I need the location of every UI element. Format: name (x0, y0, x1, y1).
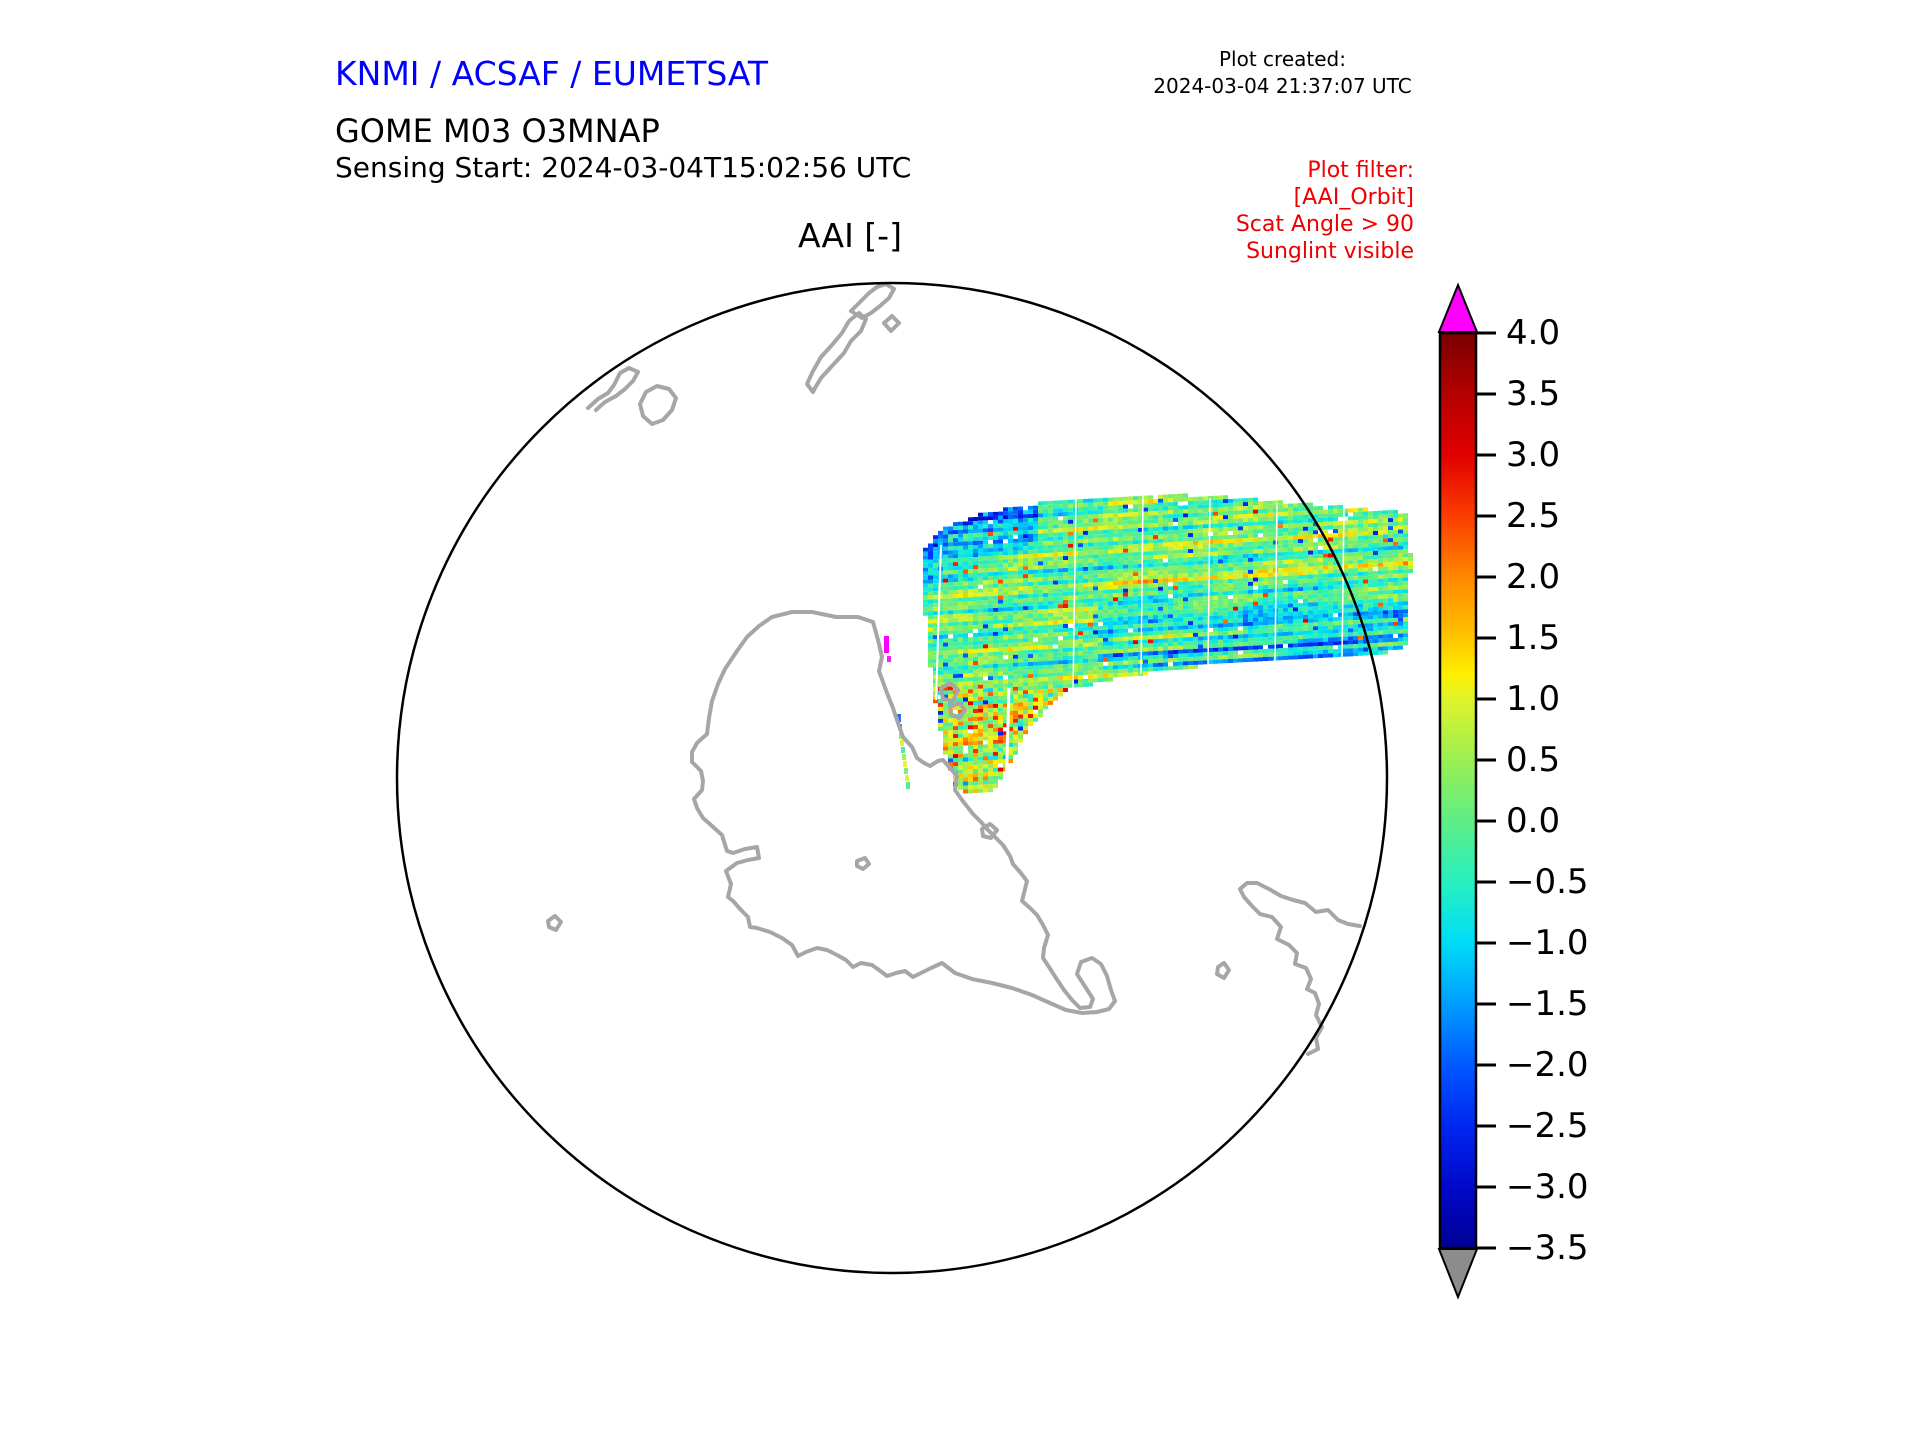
colorbar-over-arrow (1437, 282, 1479, 333)
colorbar-tick-label: −0.5 (1506, 862, 1589, 902)
swath-fragment (887, 656, 891, 662)
org-title: KNMI / ACSAF / EUMETSAT (335, 54, 769, 93)
colorbar-tick-label: −1.5 (1506, 984, 1589, 1024)
swath-fragment (896, 714, 901, 722)
swath-fragment (904, 768, 908, 774)
coastline-antarctica (690, 610, 1117, 1015)
colorbar: 4.0 3.5 3.0 2.5 2.0 1.5 1.0 0.5 0.0 −0.5 −1.0 −1.5 −… (1437, 282, 1589, 1300)
swath-gap (1004, 687, 1011, 797)
swath-gap (1274, 502, 1278, 663)
plot-filter-line: Scat Angle > 90 (1235, 212, 1414, 237)
plot-filter-line: Plot filter: (1307, 158, 1414, 183)
swath-fragment (900, 740, 904, 746)
colorbar-tick-label: 1.5 (1506, 618, 1560, 658)
coastline-australia-coast (586, 366, 640, 412)
plot-created-block: Plot created: 2024-03-04 21:37:07 UTC (1115, 46, 1450, 100)
coastline-new-zealand-north (849, 282, 896, 320)
colorbar-tick-label: 0.0 (1506, 801, 1560, 841)
colorbar-tick-label: −3.0 (1506, 1167, 1589, 1207)
plot-created-time: 2024-03-04 21:37:07 UTC (1153, 74, 1412, 98)
colorbar-tick-label: 1.0 (1506, 679, 1560, 719)
swath-gap (1207, 497, 1211, 667)
swath-fragment (901, 747, 905, 753)
colorbar-tick-label: 3.5 (1506, 374, 1560, 414)
coastline-south-america (1238, 881, 1362, 1056)
colorbar-tick-label: 3.0 (1506, 435, 1560, 475)
product-title: GOME M03 O3MNAP (335, 112, 660, 150)
coastline-cook-strait-islet (882, 314, 901, 333)
colorbar-bar (1438, 331, 1478, 1250)
coastlines (546, 282, 1362, 1056)
coastline-new-zealand-south (805, 311, 868, 394)
swath-fragment (884, 636, 889, 653)
swath-fragment (903, 761, 907, 767)
coastline-tasmania (638, 384, 678, 426)
map-boundary-circle (395, 281, 1389, 1275)
plot-filter-line: [AAI_Orbit] (1293, 185, 1414, 210)
colorbar-tick-label: −2.0 (1506, 1045, 1589, 1085)
colorbar-under-arrow (1437, 1248, 1479, 1300)
colorbar-tick-label: 2.0 (1506, 557, 1560, 597)
colorbar-tick-label: 4.0 (1506, 313, 1560, 353)
colorbar-tick-label: 0.5 (1506, 740, 1560, 780)
map-title: AAI [-] (798, 216, 902, 255)
swath-gap (1072, 498, 1077, 691)
coastline-small-island (855, 856, 871, 871)
coastline-ross-ring-island (980, 822, 999, 840)
colorbar-tick-label: 2.5 (1506, 496, 1560, 536)
swath-fragment (902, 754, 906, 760)
swath-fragment (906, 782, 910, 789)
coastline-island-west (546, 914, 563, 932)
sensing-start: Sensing Start: 2024-03-04T15:02:56 UTC (335, 151, 912, 184)
colorbar-tick-label: −1.0 (1506, 923, 1589, 963)
coastline-swath-island-2 (948, 701, 967, 720)
colorbar-tick-label: −2.5 (1506, 1106, 1589, 1146)
swath-fragment (905, 775, 909, 781)
colorbar-tick-label: −3.5 (1506, 1228, 1589, 1268)
coastline-swath-island-1 (939, 681, 960, 703)
coastline-sa-tiny-island (1215, 961, 1231, 980)
plot-created-label: Plot created: (1219, 47, 1346, 71)
swath-gap (935, 544, 942, 701)
swath-gap (1140, 495, 1144, 675)
plot-filter-line: Sunglint visible (1246, 239, 1414, 264)
swath-gap (1341, 507, 1345, 660)
plot-filter-block: Plot filter: [AAI_Orbit] Scat Angle > 90… (1236, 157, 1414, 265)
data-swath (884, 493, 1413, 797)
